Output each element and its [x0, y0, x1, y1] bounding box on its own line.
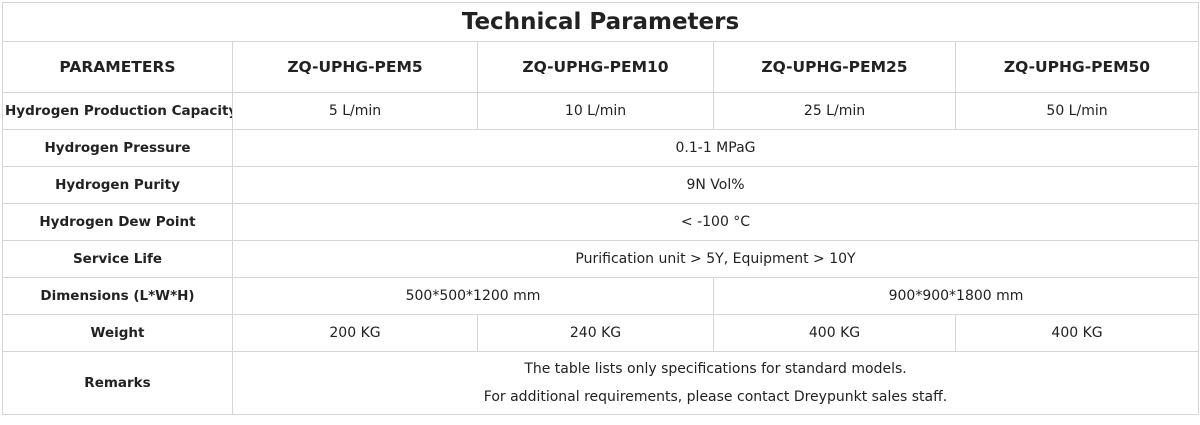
table-row: Dimensions (L*W*H) 500*500*1200 mm 900*900…: [2, 277, 1200, 315]
value-cell: 500*500*1200 mm: [232, 277, 714, 315]
table-row: Service Life Purification unit > 5Y, Equi…: [2, 240, 1200, 278]
value-line: For additional requirements, please cont…: [483, 389, 948, 405]
value-cell: 5 L/min: [232, 92, 478, 130]
value-cell: 10 L/min: [477, 92, 714, 130]
table-row: Hydrogen Pressure 0.1-1 MPaG: [2, 129, 1200, 167]
value-line: The table lists only specifications for …: [524, 361, 907, 377]
header-row: PARAMETERS ZQ-UPHG-PEM5 ZQ-UPHG-PEM10 ZQ-UP…: [2, 41, 1200, 93]
value-cell: The table lists only specifications for …: [231, 351, 1200, 415]
table-row: Weight 200 KG 240 KG 400 KG 400 KG: [2, 314, 1200, 352]
header-cell: ZQ-UPHG-PEM25: [713, 41, 956, 93]
value-cell: 240 KG: [477, 314, 714, 352]
row-label: Remarks: [2, 351, 233, 415]
value-cell: Purification unit > 5Y, Equipment > 10Y: [231, 240, 1200, 278]
row-label: Hydrogen Production Capacity: [2, 92, 233, 130]
title-row: Technical Parameters: [1, 2, 1200, 42]
row-label: Hydrogen Pressure: [2, 129, 233, 167]
table-row: Hydrogen Purity 9N Vol%: [2, 166, 1200, 204]
table-row: Remarks The table lists only specificatio…: [2, 351, 1200, 415]
value-cell: 9N Vol%: [231, 166, 1200, 204]
value-cell: 0.1-1 MPaG: [231, 129, 1200, 167]
table-body: Hydrogen Production Capacity 5 L/min 10 L/…: [2, 92, 1200, 415]
value-cell: 400 KG: [954, 314, 1200, 352]
row-label: Hydrogen Purity: [2, 166, 233, 204]
header-cell: ZQ-UPHG-PEM50: [954, 41, 1200, 93]
parameters-table: Technical Parameters PARAMETERS ZQ-UPHG-P…: [1, 2, 1200, 415]
row-label: Hydrogen Dew Point: [2, 203, 233, 241]
row-label: Service Life: [2, 240, 233, 278]
value-cell: 400 KG: [713, 314, 956, 352]
row-label: Weight: [2, 314, 233, 352]
value-cell: < -100 °C: [231, 203, 1200, 241]
value-cell: 900*900*1800 mm: [712, 277, 1200, 315]
table-row: Hydrogen Production Capacity 5 L/min 10 L/…: [2, 92, 1200, 130]
value-cell: 200 KG: [232, 314, 478, 352]
table-row: Hydrogen Dew Point < -100 °C: [2, 203, 1200, 241]
value-cell: 25 L/min: [713, 92, 956, 130]
row-label: Dimensions (L*W*H): [2, 277, 233, 315]
header-cell: ZQ-UPHG-PEM10: [477, 41, 714, 93]
header-cell: ZQ-UPHG-PEM5: [232, 41, 478, 93]
table-title: Technical Parameters: [1, 2, 1200, 42]
header-cell: PARAMETERS: [2, 41, 233, 93]
value-cell: 50 L/min: [954, 92, 1200, 130]
